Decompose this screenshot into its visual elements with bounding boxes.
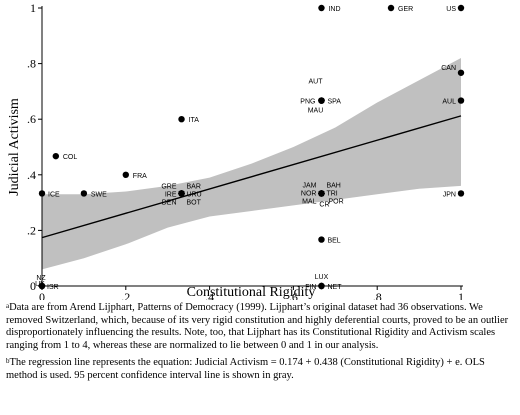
point-label: ISR	[47, 284, 59, 291]
data-point	[457, 4, 465, 12]
y-axis-label: Judicial Activism	[7, 98, 22, 196]
y-tick-label: .2	[27, 223, 36, 237]
point-label: PNG	[300, 99, 315, 106]
point-label: TRI	[326, 190, 337, 197]
footnote-a: aData are from Arend Lijphart, Patterns …	[6, 302, 514, 352]
point-label: GRE	[161, 183, 177, 190]
point-label: JPN	[443, 191, 456, 198]
data-point	[318, 97, 325, 104]
data-point	[38, 282, 46, 290]
point-label: URU	[187, 191, 202, 198]
footnote-a-marker: a	[6, 302, 10, 310]
data-point	[457, 69, 465, 76]
point-label: ITA	[189, 117, 200, 124]
data-point	[122, 171, 129, 178]
x-axis-label: Constitutional Rigidity	[187, 285, 316, 300]
point-label: NOR	[301, 190, 317, 197]
y-tick-label: 0	[30, 279, 36, 293]
footnote-a-text: Data are from Arend Lijphart, Patterns o…	[6, 302, 509, 351]
y-tick-label: .6	[27, 112, 36, 126]
y-tick-label: 1	[30, 1, 36, 15]
data-point	[178, 116, 185, 123]
point-label: SWE	[91, 191, 107, 198]
point-label: FRA	[133, 173, 147, 180]
point-label: BOT	[187, 199, 202, 206]
point-label: DEN	[162, 199, 177, 206]
point-label: AUL	[442, 99, 456, 106]
point-label: NET	[327, 284, 342, 291]
point-label: SPA	[327, 99, 341, 106]
point-label: GER	[398, 6, 413, 13]
data-point	[178, 190, 185, 197]
y-tick-label: .4	[27, 168, 36, 182]
regression-line	[41, 115, 462, 239]
point-label: ICE	[48, 191, 60, 198]
point-label: NZ	[36, 275, 46, 282]
point-label: UK	[35, 281, 45, 288]
point-label: FIN	[305, 284, 316, 291]
point-label: JAM	[302, 182, 316, 189]
footnote-b-text: The regression line represents the equat…	[6, 357, 485, 381]
data-point	[52, 152, 60, 160]
data-point	[80, 190, 88, 197]
data-point	[38, 190, 46, 197]
x-tick-label: .2	[121, 290, 130, 300]
data-point	[457, 97, 465, 104]
point-label: COL	[63, 154, 77, 161]
data-point	[318, 236, 325, 243]
y-tick-label: .8	[27, 57, 36, 71]
point-label: US	[446, 6, 456, 13]
data-point	[318, 282, 325, 290]
data-point	[318, 190, 325, 197]
confidence-band	[42, 58, 461, 270]
point-label: CR	[319, 201, 329, 208]
data-point	[387, 4, 395, 12]
data-point	[457, 190, 465, 197]
point-label: BAH	[326, 182, 340, 189]
footnote-b: bThe regression line represents the equa…	[6, 357, 514, 382]
data-point	[318, 4, 325, 12]
x-tick-label: .6	[289, 290, 298, 300]
scatter-chart: 0 .2 .4 .6 .8 1 0 .2 .4 .6 .8 1 IND GER US CAN AUL AUT PN…	[7, 1, 465, 300]
footnote-b-marker: b	[6, 357, 10, 366]
point-label: MAL	[302, 198, 317, 205]
point-label: BAR	[187, 183, 201, 190]
x-tick-label: 1	[458, 290, 464, 300]
point-label: CAN	[441, 65, 456, 72]
point-label: IND	[328, 6, 340, 13]
point-label: IRE	[165, 191, 177, 198]
x-tick-label: .4	[205, 290, 214, 300]
point-label: BEL	[327, 238, 340, 245]
x-tick-label: .8	[373, 290, 382, 300]
point-label: LUX	[315, 274, 329, 281]
point-label: POR	[328, 198, 343, 205]
point-label: AUT	[308, 79, 323, 86]
x-tick-label: 0	[39, 290, 45, 300]
footnotes: aData are from Arend Lijphart, Patterns …	[6, 302, 514, 388]
point-label: MAU	[308, 108, 324, 115]
